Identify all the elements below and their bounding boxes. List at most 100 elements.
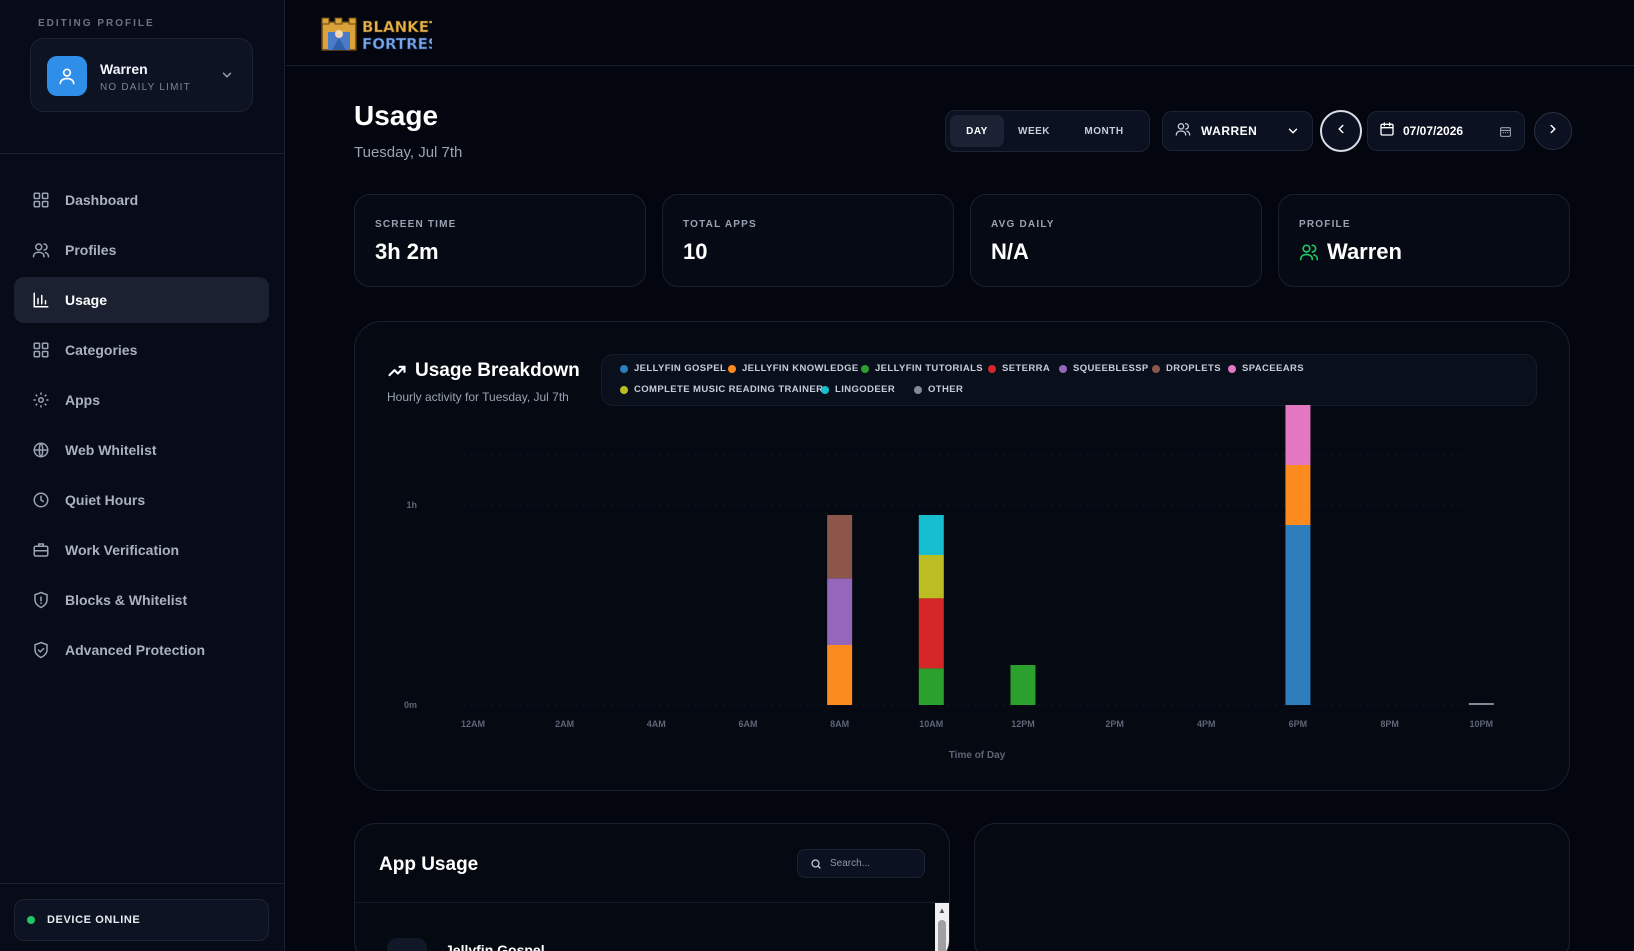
legend-item[interactable]: SQUEEBLESSP <box>1059 363 1149 374</box>
app-search[interactable] <box>797 849 925 878</box>
breakdown-title-text: Usage Breakdown <box>415 360 580 381</box>
period-day-button[interactable]: DAY <box>950 115 1004 147</box>
period-month-button[interactable]: MONTH <box>1084 125 1124 137</box>
sidebar-item-categories[interactable]: Categories <box>14 327 269 373</box>
date-picker[interactable]: 07/07/2026 <box>1367 111 1525 151</box>
chart-bar-segment <box>1285 405 1311 465</box>
app-usage-card: App Usage Jellyfin Gospel ▲ <box>354 823 950 951</box>
period-week-button[interactable]: WEEK <box>1018 125 1050 137</box>
x-tick-label: 8AM <box>830 719 849 729</box>
clock-icon <box>31 490 51 510</box>
calendar-small-icon <box>1499 125 1512 143</box>
legend-swatch <box>620 364 628 373</box>
legend-item[interactable]: JELLYFIN TUTORIALS <box>861 363 983 374</box>
editing-profile-label: EDITING PROFILE <box>38 18 155 29</box>
stat-card-total-apps: TOTAL APPS 10 <box>662 194 954 287</box>
legend-label: DROPLETS <box>1166 363 1221 374</box>
stat-label: AVG DAILY <box>991 219 1055 230</box>
profile-select-label: WARREN <box>1201 124 1258 138</box>
chart-bar-segment <box>827 578 853 645</box>
stat-value: Warren <box>1327 239 1402 264</box>
chart-legend: JELLYFIN GOSPEL JELLYFIN KNOWLEDGE JELLYFI… <box>601 354 1537 406</box>
chevron-right-icon <box>1546 122 1560 141</box>
chart-bar-segment <box>827 515 853 579</box>
legend-swatch <box>1152 364 1160 373</box>
x-tick-label: 12PM <box>1011 719 1035 729</box>
blanket-fortress-logo[interactable]: BLANKET FORTRESS <box>320 12 449 53</box>
legend-label: JELLYFIN KNOWLEDGE <box>742 363 859 374</box>
divider <box>0 153 285 154</box>
legend-swatch <box>728 364 736 373</box>
device-status: DEVICE ONLINE <box>14 899 269 941</box>
profile-name: Warren <box>100 61 148 77</box>
device-status-label: DEVICE ONLINE <box>47 914 141 926</box>
grid-icon <box>31 190 51 210</box>
logo-text-fortress: FORTRESS <box>362 35 432 52</box>
legend-swatch <box>988 364 996 373</box>
legend-item[interactable]: LINGODEER <box>821 384 895 395</box>
x-axis-title: Time of Day <box>949 750 1006 761</box>
user-icon <box>47 56 87 96</box>
legend-item[interactable]: JELLYFIN KNOWLEDGE <box>728 363 859 374</box>
profile-switcher[interactable]: Warren NO DAILY LIMIT <box>30 38 253 112</box>
chart-bar-segment <box>1285 465 1311 525</box>
stat-value-wrap: Warren <box>1299 239 1402 265</box>
previous-date-button[interactable] <box>1320 110 1362 152</box>
chart-bar-segment <box>918 555 944 599</box>
sidebar-item-web-whitelist[interactable]: Web Whitelist <box>14 427 269 473</box>
x-tick-label: 2PM <box>1105 719 1124 729</box>
search-input[interactable] <box>830 858 920 869</box>
legend-item[interactable]: SPACEEARS <box>1228 363 1304 374</box>
sidebar-item-blocks-whitelist[interactable]: Blocks & Whitelist <box>14 577 269 623</box>
globe-icon <box>31 440 51 460</box>
secondary-card <box>974 823 1570 951</box>
next-date-button[interactable] <box>1534 112 1572 150</box>
page-date: Tuesday, Jul 7th <box>354 144 463 161</box>
scroll-up-icon[interactable]: ▲ <box>938 906 946 915</box>
legend-item[interactable]: SETERRA <box>988 363 1050 374</box>
legend-item[interactable]: OTHER <box>914 384 963 395</box>
sidebar-item-dashboard[interactable]: Dashboard <box>14 177 269 223</box>
stat-card-profile: PROFILE Warren <box>1278 194 1570 287</box>
sidebar-item-usage[interactable]: Usage <box>14 277 269 323</box>
legend-label: COMPLETE MUSIC READING TRAINER <box>634 384 824 395</box>
chart-bar-segment <box>1468 703 1494 705</box>
legend-item[interactable]: DROPLETS <box>1152 363 1221 374</box>
profile-select[interactable]: WARREN <box>1162 111 1313 151</box>
x-tick-label: 6AM <box>738 719 757 729</box>
legend-label: JELLYFIN TUTORIALS <box>875 363 984 374</box>
chevron-left-icon <box>1334 122 1348 141</box>
grid-icon <box>31 340 51 360</box>
divider <box>355 902 949 903</box>
top-bar: BLANKET FORTRESS <box>286 0 1634 66</box>
sidebar-item-profiles[interactable]: Profiles <box>14 227 269 273</box>
sidebar-item-apps[interactable]: Apps <box>14 377 269 423</box>
x-tick-label: 4AM <box>647 719 666 729</box>
chart-bar-segment <box>918 515 944 555</box>
chart-bar-segment <box>1285 525 1311 705</box>
legend-item[interactable]: COMPLETE MUSIC READING TRAINER <box>620 384 823 395</box>
sidebar-item-label: Quiet Hours <box>65 492 146 508</box>
app-row-name[interactable]: Jellyfin Gospel <box>445 942 545 951</box>
usage-chart: 0m 1h 12AM 2AM 4AM 6AM 8AM 10AM 12PM 2PM 4PM 6PM 8PM… <box>404 405 1494 761</box>
users-icon <box>31 240 51 260</box>
sidebar-item-work-verification[interactable]: Work Verification <box>14 527 269 573</box>
legend-swatch <box>821 385 829 394</box>
sidebar-item-quiet-hours[interactable]: Quiet Hours <box>14 477 269 523</box>
stat-label: SCREEN TIME <box>375 219 457 230</box>
shield-alert-icon <box>31 590 51 610</box>
stat-value: N/A <box>991 239 1029 264</box>
stat-label: PROFILE <box>1299 219 1351 230</box>
shield-check-icon <box>31 640 51 660</box>
sidebar-item-label: Profiles <box>65 242 117 258</box>
scrollbar-thumb[interactable] <box>938 920 946 951</box>
sidebar-item-label: Work Verification <box>65 542 180 558</box>
legend-label: SPACEEARS <box>1242 363 1305 374</box>
users-icon <box>1299 242 1319 262</box>
sidebar-item-label: Categories <box>65 342 138 358</box>
legend-label: OTHER <box>928 384 964 395</box>
legend-item[interactable]: JELLYFIN GOSPEL <box>620 363 726 374</box>
date-value: 07/07/2026 <box>1403 124 1464 138</box>
stat-label: TOTAL APPS <box>683 219 757 230</box>
sidebar-item-advanced-protection[interactable]: Advanced Protection <box>14 627 269 673</box>
